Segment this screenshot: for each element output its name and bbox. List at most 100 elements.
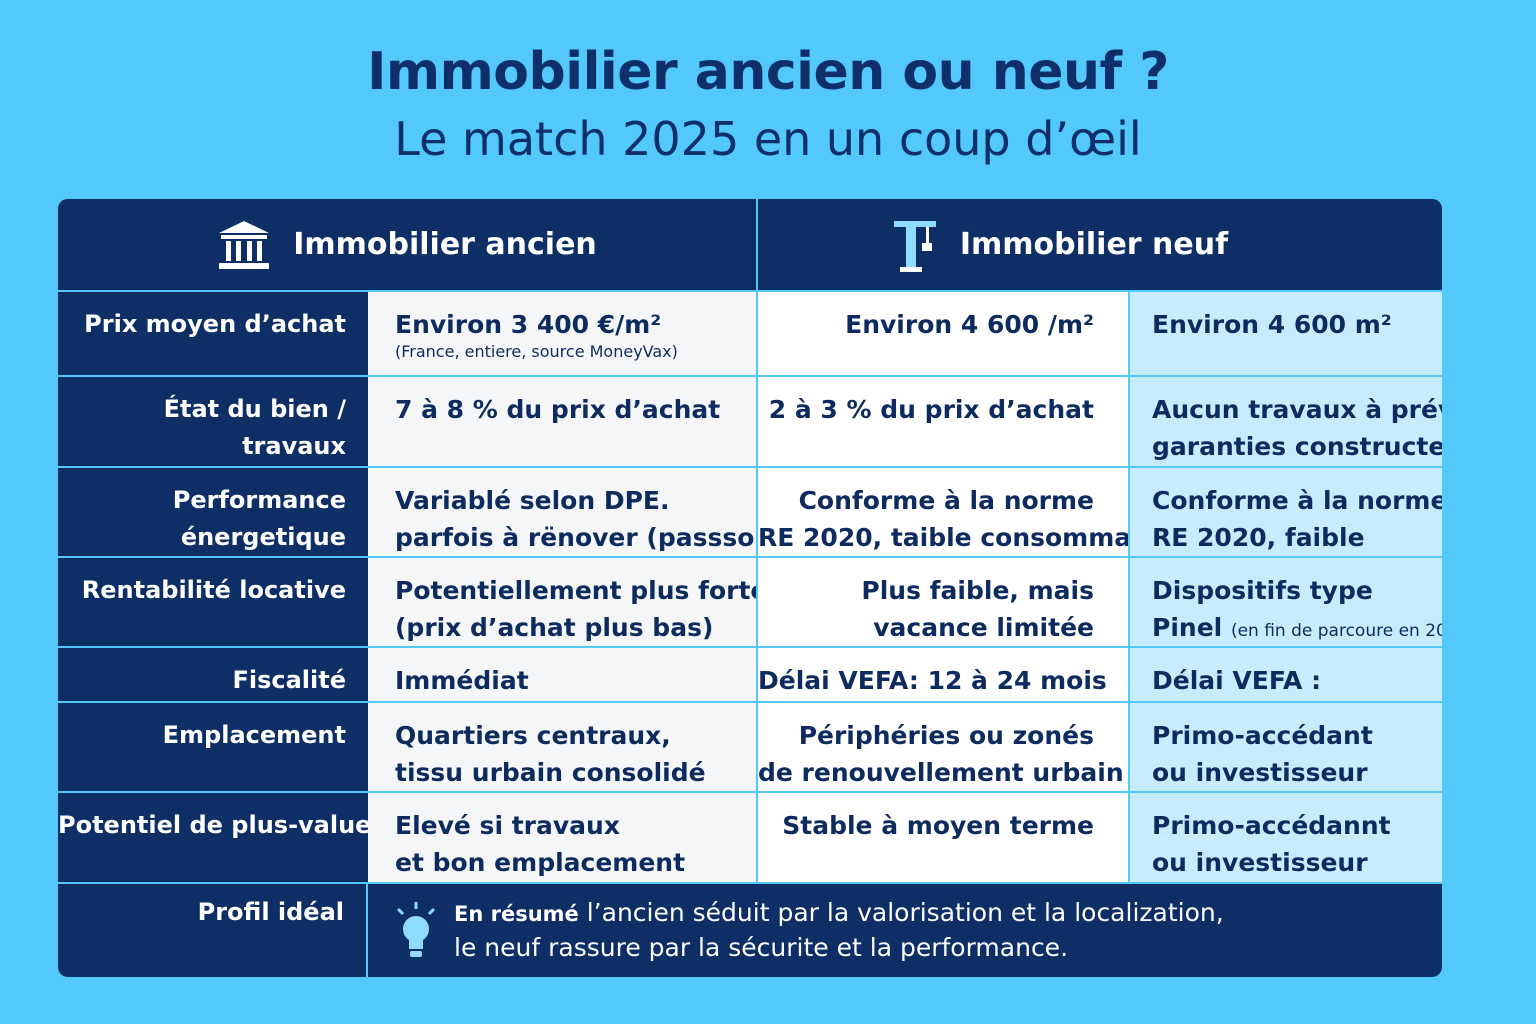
cell-text: parfois à rënover (passsoires) [395, 523, 756, 552]
cell-text: garanties constructeur [1152, 432, 1442, 461]
cell-line: Variablé selon DPE. [395, 482, 756, 519]
table-cell: Périphéries ou zonés de renouvellement ur… [758, 703, 1130, 793]
label-line: Potentiel de plus-value [58, 811, 368, 839]
summary-line: En résumé l’ancien séduit par la valoris… [454, 896, 1224, 931]
cell-text: Variablé selon DPE. [395, 486, 670, 515]
table-cell: Dispositifs type Pinel (en fin de parcour… [1130, 558, 1442, 648]
cell-line: 7 à 8 % du prix d’achat [395, 391, 756, 428]
cell-line: Périphéries ou zonés [758, 717, 1094, 754]
cell-line: Immédiat [395, 662, 756, 699]
summary-lead: En résumé [454, 902, 579, 926]
row-label: Fiscalité [58, 648, 368, 703]
subtitle: Le match 2025 en un coup d’œil [394, 112, 1142, 166]
cell-line: de renouvellement urbain [758, 754, 1124, 791]
row-label: Profil idéal [58, 884, 368, 977]
cell-line: Plus faible, mais [758, 572, 1094, 609]
label-line: énergetique [180, 523, 346, 551]
cell-text: Environ 3 400 €/m² [395, 310, 662, 339]
summary-text-line: le neuf rassure par la sécurite et la pe… [454, 933, 1069, 962]
summary-text: En résumé l’ancien séduit par la valoris… [454, 896, 1224, 965]
cell-line: Pinel (en fin de parcoure en 2025) [1152, 609, 1442, 646]
cell-line: RE 2020, faible [1152, 519, 1442, 556]
summary-line: le neuf rassure par la sécurite et la pe… [454, 931, 1224, 965]
cell-line: Environ 3 400 €/m² [395, 306, 756, 343]
cell-text: Délai VEFA : [1152, 666, 1322, 695]
cell-line: 2 à 3 % du prix d’achat [758, 391, 1094, 428]
cell-note: (France, entiere, source MoneyVax) [395, 342, 678, 361]
cell-text: Pinel [1152, 613, 1223, 642]
cell-text: RE 2020, taible consommation [758, 523, 1130, 552]
table-cell: Environ 3 400 €/m² (France, entiere, sour… [368, 292, 758, 377]
table-cell: Aucun travaux à prévoir garanties constru… [1130, 377, 1442, 468]
label-line: Rentabilité locative [81, 576, 346, 604]
table-cell: Stable à moyen terme [758, 793, 1130, 884]
column-title: Immobilier ancien [293, 227, 597, 262]
table-cell: Délai VEFA : [1130, 648, 1442, 703]
cell-text: Dispositifs type [1152, 576, 1373, 605]
table-cell: Variablé selon DPE. parfois à rënover (pa… [368, 468, 758, 558]
row-label: Potentiel de plus-value [58, 793, 368, 884]
cell-line: ou investisseur [1152, 754, 1442, 791]
row-label: Performance énergetique [58, 468, 368, 558]
cell-text: ou investisseur [1152, 848, 1368, 877]
label-line: Performance [172, 486, 346, 514]
table-cell: Environ 4 600 m² [1130, 292, 1442, 377]
cell-text: Conforme à la norme [1152, 486, 1442, 515]
cell-text: de renouvellement urbain [758, 758, 1124, 787]
cell-line: ou investisseur [1152, 844, 1442, 881]
table-cell: Plus faible, mais vacance limitée [758, 558, 1130, 648]
cell-line: Primo-accédannt [1152, 807, 1442, 844]
cell-text: Conforme à la norme [798, 486, 1094, 515]
cell-line: vacance limitée [758, 609, 1094, 646]
cell-line: Environ 4 600 /m² [758, 306, 1094, 343]
cell-line: Stable à moyen terme [758, 807, 1094, 844]
table-cell: Primo-accédant ou investisseur [1130, 703, 1442, 793]
summary-text-line: l’ancien séduit par la valorisation et l… [586, 898, 1224, 927]
cell-text: Environ 4 600 /m² [845, 310, 1094, 339]
cell-text: Délai VEFA: 12 à 24 mois [758, 666, 1107, 695]
table-cell: Elevé si travaux et bon emplacement [368, 793, 758, 884]
table-cell: Primo-accédannt ou investisseur [1130, 793, 1442, 884]
cell-line: Elevé si travaux [395, 807, 756, 844]
cell-text: Elevé si travaux [395, 811, 620, 840]
comparison-table: Immobilier ancien Immobilier neuf Profil… [58, 199, 1442, 977]
column-title: Immobilier neuf [959, 227, 1229, 262]
cell-line: tissu urbain consolidé [395, 754, 756, 791]
cell-line: parfois à rënover (passsoires) [395, 519, 756, 556]
cell-line: RE 2020, taible consommation [758, 519, 1128, 556]
cell-line: Primo-accédant [1152, 717, 1442, 754]
label-line: travaux [242, 432, 346, 460]
cell-line: Quartiers centraux, [395, 717, 756, 754]
row-label: Prix moyen d’achat [58, 292, 368, 377]
table-cell: 7 à 8 % du prix d’achat [368, 377, 758, 468]
cell-text: RE 2020, faible [1152, 523, 1365, 552]
row-label: Rentabilité locative [58, 558, 368, 648]
cell-note: (en fin de parcoure en 2025) [1230, 621, 1442, 641]
cell-text: Stable à moyen terme [782, 811, 1094, 840]
cell-line: Dispositifs type [1152, 572, 1442, 609]
cell-line: (prix d’achat plus bas) [395, 609, 756, 646]
cell-text: Potentiellement plus forte [395, 576, 758, 605]
table-cell: Conforme à la norme RE 2020, taible conso… [758, 468, 1130, 558]
cell-text: 2 à 3 % du prix d’achat [768, 395, 1094, 424]
cell-text: Périphéries ou zonés [798, 721, 1094, 750]
cell-text: Aucun travaux à prévoir [1152, 395, 1442, 424]
label-line: État du bien / [163, 395, 346, 423]
cell-text: Environ 4 600 m² [1152, 310, 1392, 339]
cell-line: Conforme à la norme [1152, 482, 1442, 519]
bank-icon [219, 220, 270, 269]
cell-text: Primo-accédant [1152, 721, 1373, 750]
cell-line: Délai VEFA: 12 à 24 mois [758, 662, 1107, 699]
label-line: Fiscalité [232, 666, 346, 694]
column-header: Immobilier neuf [758, 199, 1442, 292]
cell-text: Plus faible, mais [861, 576, 1094, 605]
cell-line: Délai VEFA : [1152, 662, 1442, 699]
bulb-icon [396, 901, 436, 957]
row-label: Emplacement [58, 703, 368, 793]
cell-text: (prix d’achat plus bas) [395, 613, 714, 642]
table-cell: 2 à 3 % du prix d’achat [758, 377, 1130, 468]
cell-text: ou investisseur [1152, 758, 1368, 787]
cell-text: vacance limitée [873, 613, 1094, 642]
table-cell: Environ 4 600 /m² [758, 292, 1130, 377]
